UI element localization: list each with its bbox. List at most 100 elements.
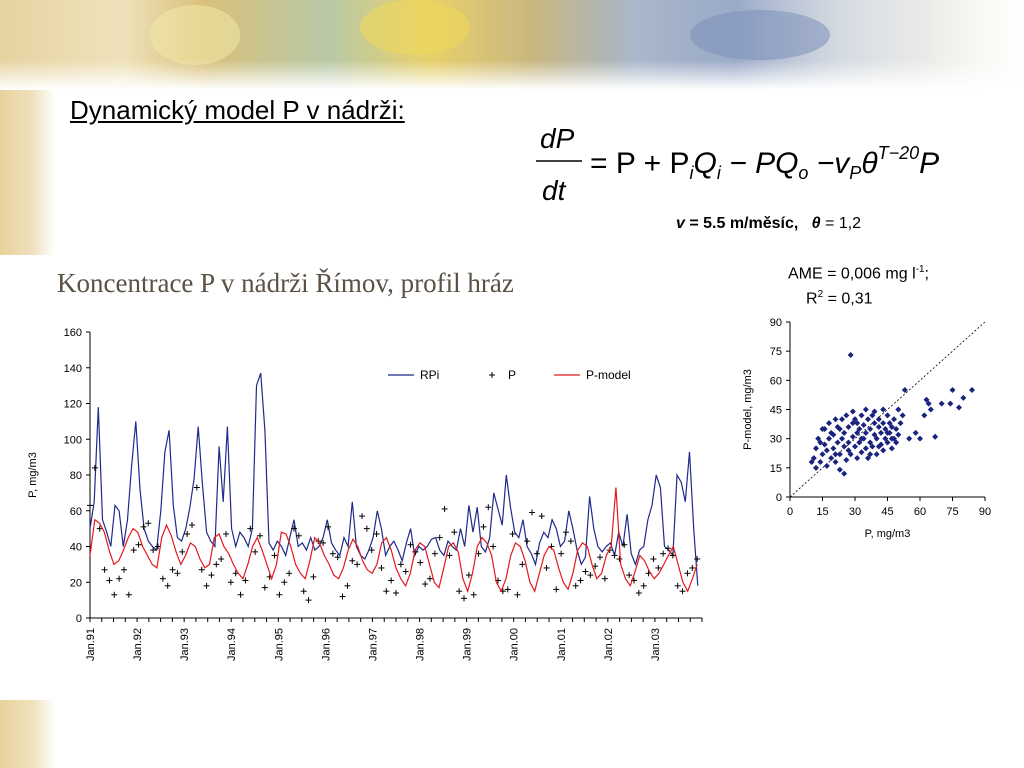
scatter-point	[867, 451, 874, 458]
data-point-p	[407, 541, 414, 548]
scatter-point	[880, 420, 887, 427]
decorative-leaf-shape	[150, 5, 240, 65]
equation-rhs-part1: = P + PiQi − PQo −vPθT−20P	[590, 143, 939, 183]
data-point-p	[150, 547, 157, 554]
scatter-point	[871, 420, 878, 427]
x-tick-label: Jan.96	[320, 628, 332, 661]
scatter-point	[813, 464, 819, 471]
scatter-point	[808, 459, 815, 465]
y-tick-label: 20	[70, 577, 82, 589]
data-point-p	[436, 534, 443, 541]
scatter-y-tick-label: 30	[770, 434, 782, 446]
equation-lhs-denominator: dt	[542, 175, 567, 206]
scatter-point	[882, 425, 889, 432]
scatter-point	[895, 406, 902, 413]
scatter-point	[947, 400, 954, 407]
scatter-point	[875, 424, 882, 430]
data-point-p	[519, 561, 526, 568]
data-point-p	[674, 582, 681, 589]
data-point-p	[320, 539, 327, 546]
scatter-point	[895, 431, 902, 438]
scatter-point	[888, 435, 895, 442]
scatter-point	[875, 416, 882, 423]
x-tick-label: Jan.98	[415, 628, 427, 661]
x-tick-label: Jan.95	[273, 628, 285, 661]
data-point-p	[305, 597, 312, 604]
data-point-p	[291, 525, 297, 532]
scatter-point	[882, 435, 889, 442]
data-point-p	[208, 572, 215, 579]
scatter-point	[830, 431, 837, 438]
scatter-point	[888, 424, 895, 430]
y-tick-label: 120	[64, 399, 82, 411]
scatter-point	[858, 412, 865, 419]
scatter-point	[832, 451, 839, 458]
data-point-p	[669, 552, 676, 559]
scatter-point	[832, 416, 839, 423]
scatter-x-tick-label: 30	[849, 506, 861, 518]
one-to-one-line	[789, 321, 986, 498]
data-point-p	[567, 538, 574, 545]
data-point-p	[203, 582, 210, 589]
scatter-point	[865, 455, 871, 462]
x-tick-label: Jan.00	[509, 628, 521, 661]
scatter-point	[891, 416, 897, 423]
y-axis-label: P, mg/m3	[27, 452, 39, 498]
data-point-p	[184, 530, 191, 537]
scatter-point	[845, 424, 852, 430]
data-point-p	[650, 556, 657, 563]
scatter-point	[830, 445, 837, 452]
scatter-point	[856, 439, 863, 446]
scatter-point	[873, 435, 880, 442]
data-point-p	[470, 591, 477, 598]
data-point-p	[660, 550, 667, 557]
scatter-point	[841, 429, 848, 436]
y-tick-label: 80	[70, 470, 82, 482]
scatter-x-tick-label: 75	[946, 506, 958, 518]
data-point-p	[130, 547, 137, 554]
data-point-p	[223, 530, 229, 537]
scatter-point	[886, 420, 893, 427]
scatter-point	[839, 435, 845, 442]
scatter-point	[836, 425, 843, 432]
scatter-point	[899, 412, 906, 419]
data-point-p	[684, 570, 691, 577]
data-point-p	[159, 575, 166, 582]
scatter-x-tick-label: 60	[914, 506, 926, 518]
x-tick-label: Jan.97	[367, 628, 379, 661]
scatter-y-axis-label: P-model, mg/m3	[742, 369, 754, 450]
data-point-p	[456, 588, 463, 595]
data-point-p	[577, 577, 584, 584]
data-point-p	[461, 595, 467, 602]
x-tick-label: Jan.91	[85, 628, 97, 661]
legend-label-p: P	[508, 368, 516, 382]
scatter-point	[884, 429, 891, 436]
data-point-p	[213, 561, 220, 568]
scatter-point	[817, 439, 824, 446]
data-point-p	[300, 588, 307, 595]
scatter-point	[858, 449, 865, 456]
data-point-p	[582, 568, 589, 575]
scatter-point	[826, 420, 832, 427]
x-tick-label: Jan.02	[603, 628, 615, 661]
scatter-point	[834, 424, 841, 430]
scatter-y-tick-label: 75	[770, 346, 782, 358]
scatter-point	[871, 431, 878, 438]
data-point-p	[329, 550, 336, 557]
data-point-p	[378, 564, 385, 571]
data-point-p	[626, 572, 633, 579]
scatter-point	[925, 400, 932, 407]
data-point-p	[325, 523, 331, 530]
y-tick-label: 40	[70, 542, 82, 554]
scatter-point	[845, 439, 852, 446]
scatter-point	[815, 435, 822, 442]
scatter-point	[938, 400, 945, 407]
scatter-point	[927, 406, 934, 413]
data-point-p	[198, 566, 205, 573]
scatter-point	[912, 429, 919, 436]
legend: RPi P P-model	[388, 368, 631, 382]
y-tick-label: 100	[64, 434, 82, 446]
data-point-p	[373, 530, 380, 537]
scatter-point	[932, 433, 939, 440]
param-v-text: = 5.5 m/měsíc,	[684, 215, 799, 232]
